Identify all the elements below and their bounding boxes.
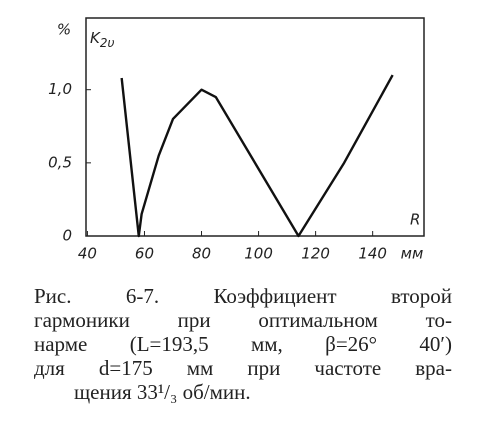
x-unit: мм	[401, 245, 424, 263]
caption-line: Рис. 6-7. Коэффициент второй	[34, 284, 452, 308]
x-tick-label: 120	[301, 245, 330, 263]
y-tick-label: 1,0	[48, 80, 72, 98]
caption-line: нарме (L=193,5 мм, β=26° 40′)	[34, 332, 452, 356]
x-tick-label: 80	[192, 245, 211, 263]
x-axis-label: R	[410, 211, 420, 229]
caption-line: гармоники при оптимальном то-	[34, 308, 452, 332]
caption: Рис. 6-7. Коэффициент второй гармоники пр…	[34, 284, 452, 404]
chart: % K2υ R мм 40 60 80 100 120 140 0 0,5 1,0	[48, 17, 425, 263]
y-tick-label: 0	[62, 227, 72, 245]
caption-line: для d=175 мм при частоте вра-	[34, 356, 452, 380]
y-axis-label: K2υ	[90, 29, 114, 50]
data-line	[120, 74, 394, 238]
caption-line: щения 33¹/₃ об/мин.	[74, 380, 251, 404]
x-tick-label: 40	[78, 245, 97, 263]
y-label-main: K	[90, 29, 101, 47]
y-unit: %	[57, 21, 71, 39]
x-tick-label: 60	[135, 245, 154, 263]
y-label-sub: 2υ	[100, 36, 115, 50]
y-tick-label: 0,5	[48, 153, 72, 171]
plot-frame	[85, 17, 425, 237]
x-tick-label: 140	[358, 245, 387, 263]
x-tick-label: 100	[244, 245, 273, 263]
